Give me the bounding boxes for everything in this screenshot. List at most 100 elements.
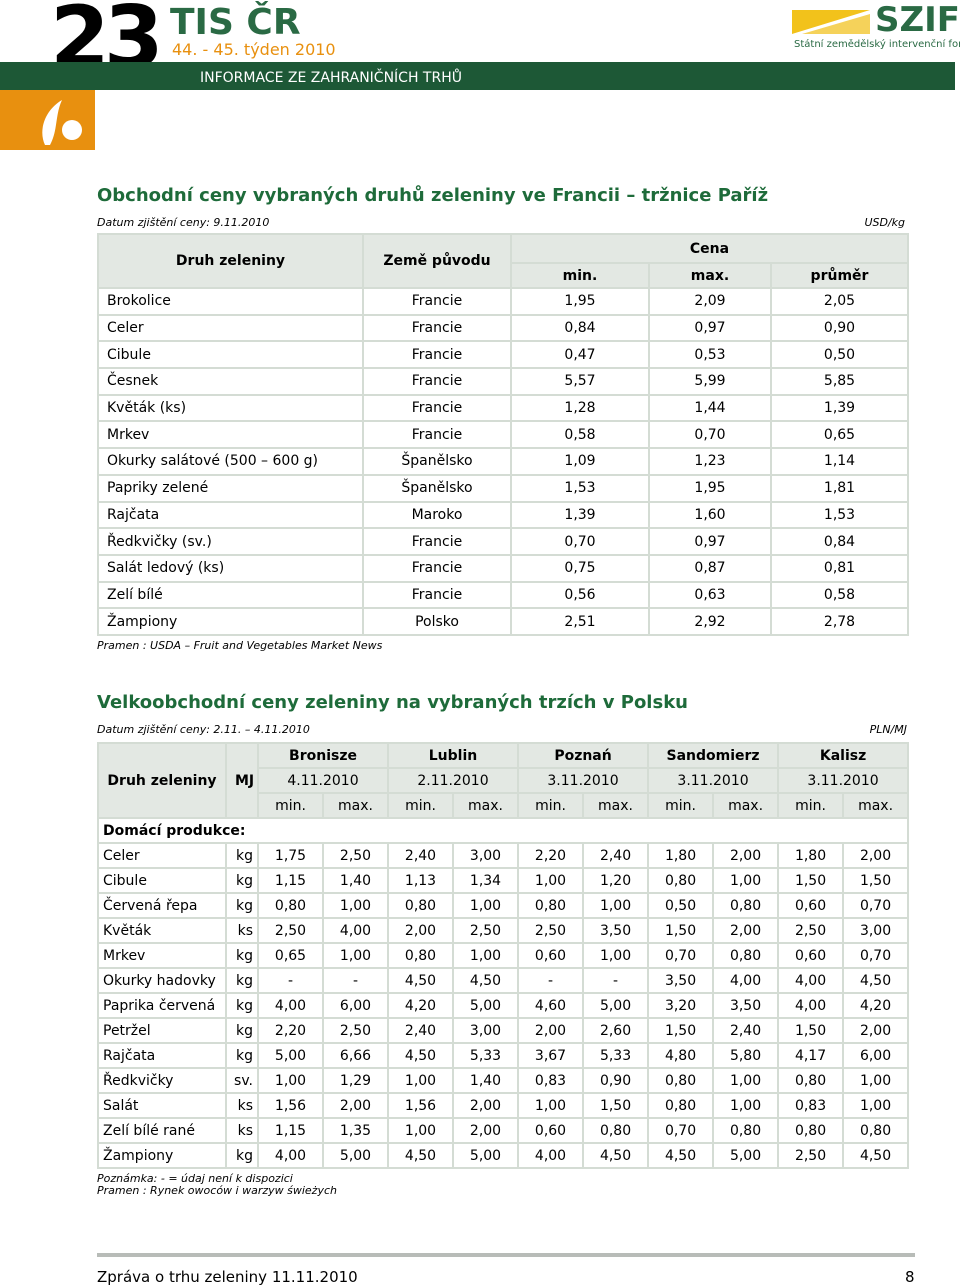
cell: kg (225, 942, 259, 969)
cell: Domácí produkce: (96, 817, 910, 844)
cell: Rajčata (97, 1042, 227, 1069)
cell: Francie (362, 580, 512, 610)
table-date: Datum zjištění ceny: 9.11.2010 (97, 216, 270, 229)
cell: 4,50 (647, 1142, 715, 1169)
cell: 2,50 (257, 917, 324, 944)
cell: 5,85 (770, 367, 909, 396)
cell: 5,00 (582, 992, 650, 1019)
cell: 0,70 (510, 527, 650, 556)
row: Paprika červená kg 4,00 6,00 4,20 5,00 4,60 5,0… (97, 992, 910, 1019)
header-cell: max. (648, 262, 772, 289)
cell: Francie (362, 420, 512, 450)
cell: 2,09 (648, 287, 772, 316)
cell: Mrkev (97, 420, 364, 450)
row: Ředkvičky sv. 1,00 1,29 1,00 1,40 0,83 0,90 0,80… (97, 1067, 910, 1094)
cell: 0,58 (770, 580, 909, 610)
cell: 2,20 (517, 842, 585, 869)
cell: Okurky hadovky (97, 967, 227, 994)
cell: kg (225, 892, 259, 919)
cell: 5,00 (451, 1142, 520, 1169)
header-cell: 3.11.2010 (647, 767, 780, 794)
cell: 1,50 (582, 1092, 650, 1119)
cell: 0,90 (770, 313, 909, 343)
cell: 2,05 (770, 287, 909, 316)
cell: 0,70 (647, 942, 715, 969)
cell: kg (225, 1017, 259, 1044)
cell: 1,81 (770, 473, 909, 503)
cell: 0,90 (582, 1067, 650, 1094)
cell: 2,40 (582, 842, 650, 869)
header-cell: Lublin (386, 742, 520, 769)
cell: 5,00 (257, 1042, 324, 1069)
cell: 1,50 (777, 867, 845, 894)
cell: 2,20 (257, 1017, 324, 1044)
row: Druh zeleniny MJ Bronisze Lublin Poznań Sando… (97, 742, 910, 819)
cell: 1,00 (451, 942, 520, 969)
row: Brokolice Francie 1,95 2,09 2,05 (97, 287, 909, 316)
header-cell: min. (257, 792, 324, 819)
header-subtitle: INFORMACE ZE ZAHRANIČNÍCH TRHŮ (200, 70, 462, 86)
cell: 2,92 (648, 607, 772, 636)
header-week: 44. - 45. týden 2010 (172, 40, 336, 59)
cell: 2,00 (842, 842, 910, 869)
cell: 1,15 (257, 867, 324, 894)
cell: 1,50 (777, 1017, 845, 1044)
cell: Francie (362, 340, 512, 370)
cell: 0,65 (770, 420, 909, 450)
cell: 0,80 (647, 867, 715, 894)
cell: Celer (97, 842, 227, 869)
cell: 1,09 (510, 447, 650, 476)
cell: 4,00 (257, 992, 324, 1019)
row: Česnek Francie 5,57 5,99 5,85 (97, 367, 909, 396)
cell: 4,60 (517, 992, 585, 1019)
cell: Francie (362, 287, 512, 316)
cell: 0,80 (842, 1117, 910, 1144)
cell: 5,80 (712, 1042, 780, 1069)
cell: 1,53 (770, 500, 909, 530)
cell: 0,70 (648, 420, 772, 450)
cell: 4,80 (647, 1042, 715, 1069)
row: Salát ks 1,56 2,00 1,56 2,00 1,00 1,50 0,80 1,00 0… (97, 1092, 910, 1119)
cell: 0,97 (648, 313, 772, 343)
cell: 0,83 (777, 1092, 845, 1119)
cell: 1,40 (322, 867, 389, 894)
row: Zelí bílé rané ks 1,15 1,35 1,00 2,00 0,60 0,80… (97, 1117, 910, 1144)
cell: 4,20 (387, 992, 454, 1019)
header-icon (0, 90, 95, 150)
cell: 1,00 (451, 892, 520, 919)
cell: 1,00 (517, 1092, 585, 1119)
cell: 2,00 (712, 842, 780, 869)
cell: Rajčata (97, 500, 364, 530)
cell: Salát (97, 1092, 227, 1119)
row: Rajčata Maroko 1,39 1,60 1,53 (97, 500, 909, 530)
cell: 1,34 (451, 867, 520, 894)
header-cell: Poznań (517, 742, 650, 769)
cell: 3,50 (712, 992, 780, 1019)
row: Cibule kg 1,15 1,40 1,13 1,34 1,00 1,20 0,80 1,00… (97, 867, 910, 894)
cell: 1,00 (322, 942, 389, 969)
cell: 1,56 (387, 1092, 454, 1119)
cell: 2,50 (322, 842, 389, 869)
cell: Maroko (362, 500, 512, 530)
cell: 0,83 (517, 1067, 585, 1094)
cell: 2,00 (322, 1092, 389, 1119)
cell: 6,00 (842, 1042, 910, 1069)
cell: Španělsko (362, 447, 512, 476)
cell: 0,60 (517, 942, 585, 969)
cell: 0,84 (770, 527, 909, 556)
header-cell: Sandomierz (647, 742, 780, 769)
cell: 0,80 (712, 942, 780, 969)
header-cell: min. (777, 792, 845, 819)
cell: 1,56 (257, 1092, 324, 1119)
cell: Zelí bílé rané (97, 1117, 227, 1144)
cell: 5,57 (510, 367, 650, 396)
header-cell: Cena (510, 233, 909, 264)
row: Mrkev kg 0,65 1,00 0,80 1,00 0,60 1,00 0,70 0,80 0… (97, 942, 910, 969)
cell: 4,00 (517, 1142, 585, 1169)
cell: 1,29 (322, 1067, 389, 1094)
table-source: Pramen : USDA – Fruit and Vegetables Mar… (97, 639, 383, 652)
cell: 1,39 (770, 393, 909, 423)
cell: 4,50 (842, 967, 910, 994)
row: Rajčata kg 5,00 6,66 4,50 5,33 3,67 5,33 4,80 5,8… (97, 1042, 910, 1069)
row: Domácí produkce: (96, 817, 910, 844)
